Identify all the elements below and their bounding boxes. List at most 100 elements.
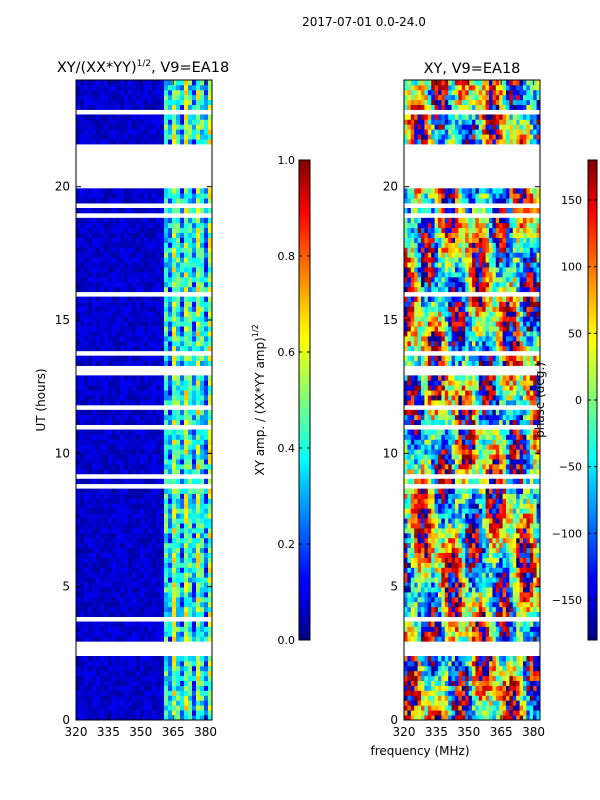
heatmap-cell: [509, 552, 514, 558]
heatmap-cell: [421, 710, 425, 716]
heatmap-cell: [84, 562, 89, 568]
heatmap-cell: [112, 567, 117, 573]
heatmap-cell: [188, 252, 193, 258]
heatmap-cell: [168, 611, 173, 618]
heatmap-cell: [148, 513, 153, 519]
heatmap-cell: [152, 139, 157, 145]
heatmap-cell: [124, 272, 129, 278]
heatmap-cell: [184, 503, 189, 509]
heatmap-cell: [76, 193, 81, 199]
heatmap-cell: [92, 439, 97, 445]
heatmap-cell: [196, 680, 201, 686]
heatmap-cell: [184, 232, 189, 238]
heatmap-cell: [431, 611, 435, 618]
heatmap-cell: [172, 660, 177, 667]
heatmap-cell: [132, 601, 137, 608]
heatmap-cell: [124, 572, 129, 578]
heatmap-cell: [424, 656, 429, 662]
heatmap-cell: [512, 572, 517, 578]
heatmap-cell: [156, 582, 161, 588]
heatmap-cell: [404, 690, 408, 696]
heatmap-cell: [92, 601, 97, 608]
heatmap-cell: [184, 272, 189, 278]
heatmap-cell: [529, 710, 534, 716]
heatmap-cell: [204, 508, 209, 514]
heatmap-cell: [172, 257, 177, 263]
heatmap-cell: [88, 385, 93, 391]
heatmap-cell: [128, 306, 133, 312]
heatmap-cell: [128, 439, 133, 445]
heatmap-cell: [76, 262, 81, 268]
heatmap-cell: [108, 281, 113, 288]
heatmap-cell: [424, 670, 429, 677]
heatmap-cell: [164, 626, 169, 632]
heatmap-cell: [88, 596, 93, 603]
heatmap-cell: [140, 375, 145, 381]
heatmap-cell: [184, 488, 189, 494]
heatmap-cell: [502, 587, 507, 593]
heatmap-cell: [180, 262, 185, 268]
heatmap-cell: [455, 577, 459, 583]
heatmap-cell: [512, 596, 517, 603]
heatmap-cell: [180, 498, 185, 504]
heatmap-cell: [485, 670, 490, 677]
heatmap-cell: [156, 518, 161, 524]
heatmap-cell: [200, 380, 205, 386]
heatmap-cell: [164, 439, 169, 445]
heatmap-cell: [448, 547, 452, 554]
heatmap-cell: [410, 715, 415, 720]
heatmap-cell: [482, 626, 486, 632]
heatmap-cell: [451, 670, 456, 677]
heatmap-cell: [407, 587, 412, 593]
heatmap-cell: [196, 104, 201, 110]
heatmap-cell: [140, 242, 145, 248]
heatmap-cell: [184, 587, 189, 593]
heatmap-cell: [421, 567, 425, 573]
heatmap-cell: [431, 537, 435, 544]
heatmap-cell: [128, 316, 133, 322]
heatmap-cell: [92, 606, 97, 613]
heatmap-cell: [188, 478, 193, 485]
heatmap-cell: [502, 621, 507, 627]
heatmap-cell: [200, 242, 205, 248]
heatmap-cell: [438, 695, 442, 701]
heatmap-cell: [96, 631, 101, 637]
heatmap-cell: [204, 237, 209, 243]
heatmap-cell: [451, 577, 456, 583]
heatmap-cell: [124, 380, 129, 386]
heatmap-cell: [478, 685, 483, 691]
heatmap-cell: [192, 252, 197, 258]
heatmap-cell: [526, 562, 531, 568]
heatmap-cell: [76, 222, 81, 229]
heatmap-cell: [427, 715, 432, 720]
heatmap-cell: [172, 680, 177, 686]
heatmap-cell: [421, 577, 425, 583]
heatmap-cell: [172, 715, 177, 720]
heatmap-cell: [502, 582, 507, 588]
heatmap-cell: [502, 695, 507, 701]
heatmap-cell: [76, 567, 81, 573]
heatmap-cell: [104, 690, 109, 696]
heatmap-cell: [424, 577, 429, 583]
heatmap-cell: [92, 562, 97, 568]
heatmap-cell: [168, 454, 173, 460]
heatmap-cell: [108, 532, 113, 539]
heatmap-cell: [208, 587, 212, 593]
heatmap-cell: [120, 124, 125, 130]
heatmap-cell: [108, 380, 113, 386]
heatmap-cell: [414, 606, 418, 613]
heatmap-cell: [104, 208, 109, 214]
heatmap-cell: [208, 700, 212, 706]
heatmap-cell: [200, 355, 205, 362]
heatmap-cell: [156, 675, 161, 682]
heatmap-cell: [128, 84, 133, 91]
heatmap-cell: [188, 656, 193, 662]
heatmap-cell: [512, 611, 517, 618]
heatmap-cell: [188, 385, 193, 391]
heatmap-cell: [478, 611, 483, 618]
heatmap-cell: [76, 621, 81, 627]
heatmap-cell: [128, 680, 133, 686]
heatmap-cell: [478, 670, 483, 677]
heatmap-cell: [88, 119, 93, 125]
